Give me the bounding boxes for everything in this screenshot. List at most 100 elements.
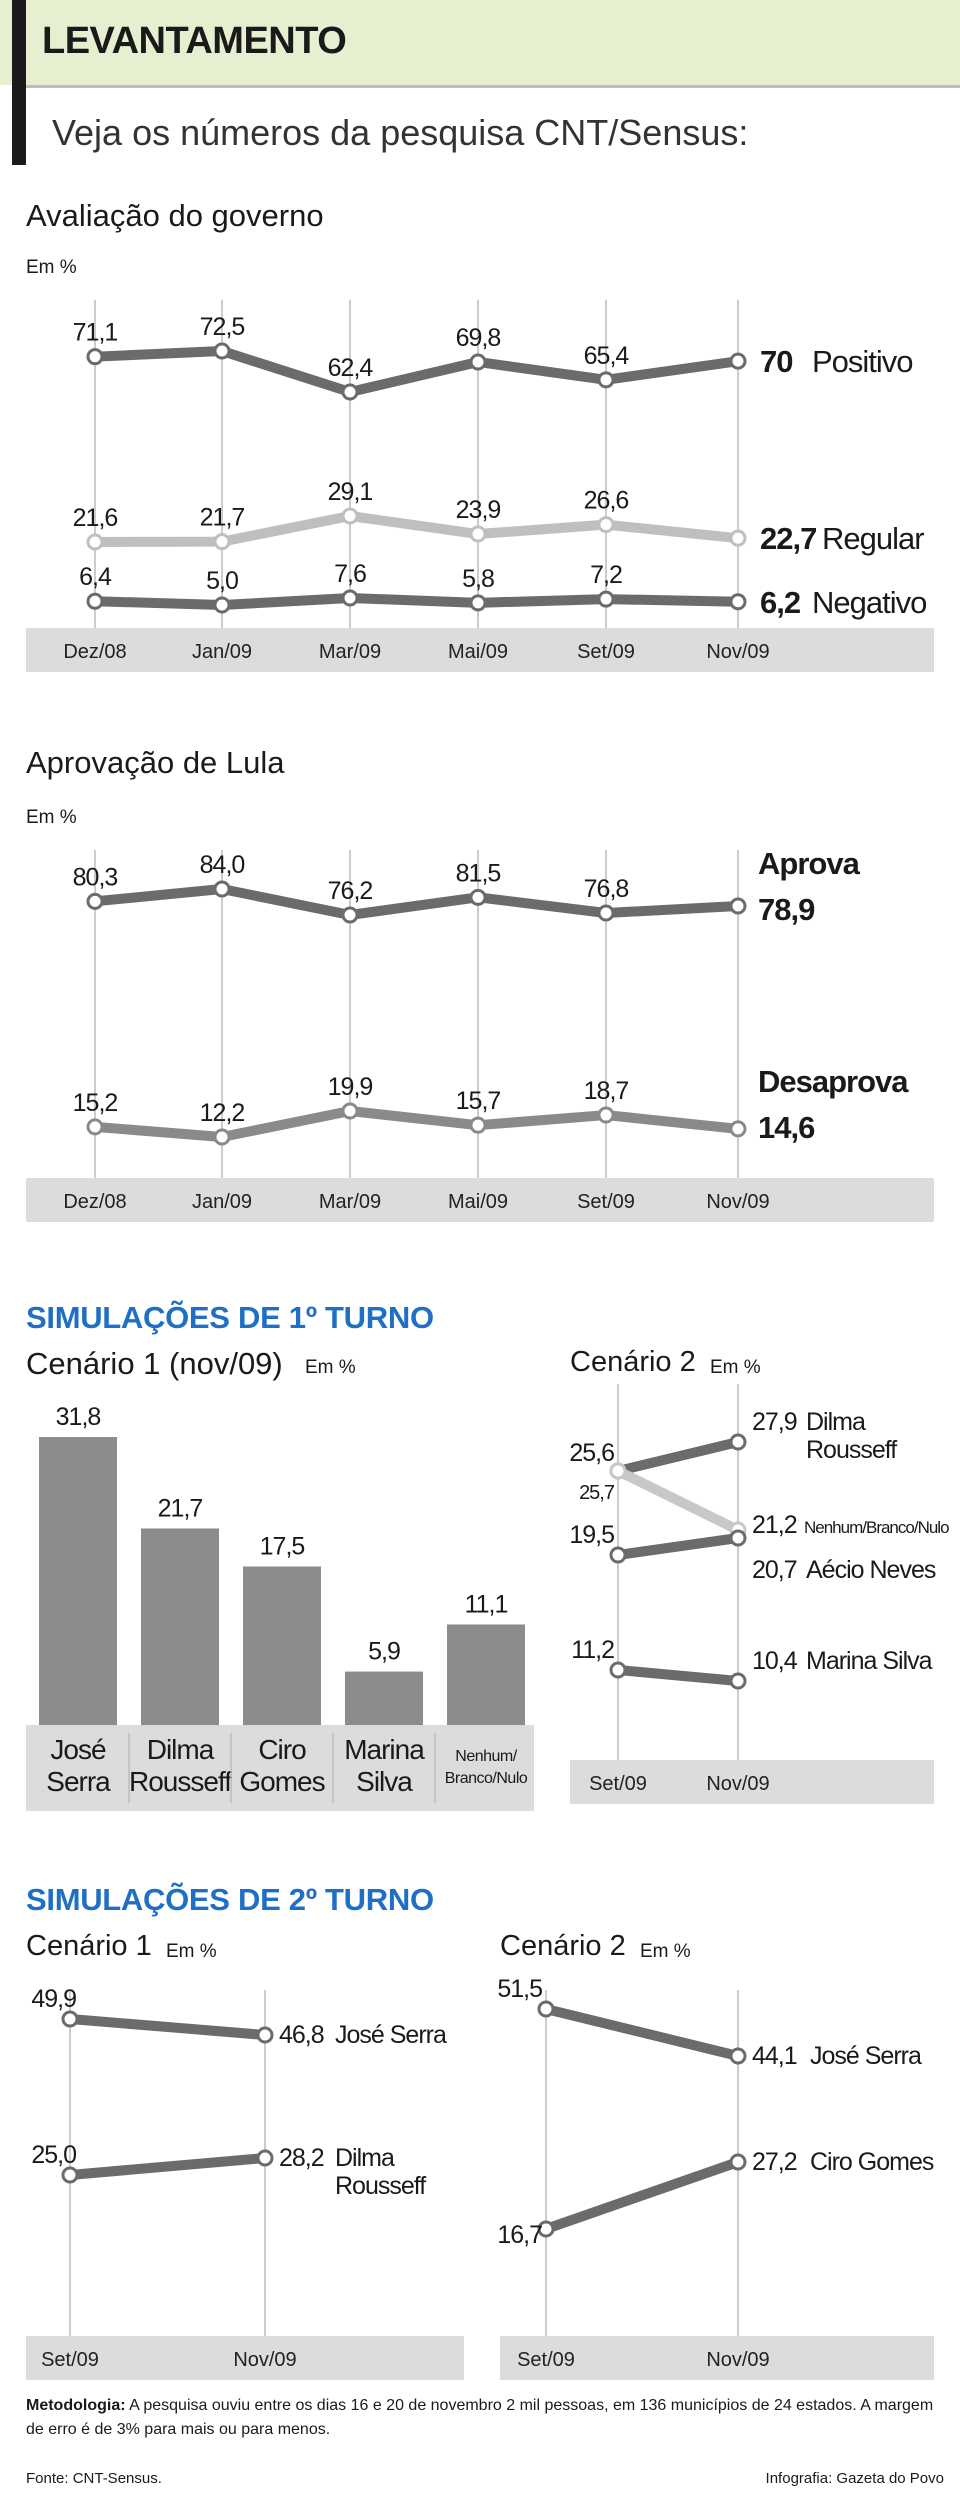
x-tick-avaliacao-4: Set/09 bbox=[577, 641, 635, 663]
series-name-turno2_c1-1-line-1: Rousseff bbox=[335, 2172, 426, 2200]
data-point-avaliacao-2-0 bbox=[86, 592, 104, 610]
page-subtitle: Veja os números da pesquisa CNT/Sensus: bbox=[52, 112, 749, 153]
data-point-avaliacao-2-3 bbox=[469, 594, 487, 612]
data-label-aprovacao-0-0: 80,3 bbox=[73, 863, 118, 891]
bar-2 bbox=[243, 1566, 321, 1725]
data-point-avaliacao-2-2 bbox=[341, 589, 359, 607]
data-label-turno2_c2-0-1: 44,1 bbox=[752, 2042, 797, 2070]
page-title: LEVANTAMENTO bbox=[42, 20, 347, 62]
data-label-avaliacao-2-2: 7,6 bbox=[334, 560, 366, 588]
series-name-turno2_c2-1-line-0: Ciro Gomes bbox=[810, 2148, 934, 2176]
data-point-avaliacao-0-0 bbox=[86, 348, 104, 366]
data-point-avaliacao-1-1 bbox=[213, 533, 231, 551]
data-point-turno1_c2-0-1 bbox=[729, 1433, 747, 1451]
axis-band-avaliacao bbox=[26, 628, 934, 672]
data-point-avaliacao-2-4 bbox=[597, 590, 615, 608]
series-name-turno2_c2-0-line-0: José Serra bbox=[810, 2042, 922, 2070]
data-point-avaliacao-0-5 bbox=[729, 352, 747, 370]
data-label-turno2_c1-0-0: 49,9 bbox=[31, 1985, 76, 2013]
data-point-avaliacao-1-2 bbox=[341, 507, 359, 525]
unit-label-turno2-c1: Em % bbox=[166, 1941, 217, 1962]
data-point-avaliacao-1-0 bbox=[86, 533, 104, 551]
bar-value-2: 17,5 bbox=[260, 1533, 305, 1561]
data-label-avaliacao-0-0: 71,1 bbox=[73, 319, 118, 347]
series-line-turno2_c1-1 bbox=[65, 2153, 270, 2180]
series-name-turno2_c1-0-line-0: José Serra bbox=[335, 2021, 447, 2049]
data-label-aprovacao-1-3: 15,7 bbox=[456, 1087, 501, 1115]
data-point-turno2_c2-0-0 bbox=[537, 2000, 555, 2018]
methodology-text: A pesquisa ouviu entre os dias 16 e 20 d… bbox=[26, 2397, 934, 2438]
data-label-avaliacao-1-end: 22,7 bbox=[760, 521, 816, 556]
data-label-aprovacao-0-end: 78,9 bbox=[758, 892, 815, 927]
data-label-turno2_c1-1-1: 28,2 bbox=[279, 2144, 324, 2172]
data-point-avaliacao-1-3 bbox=[469, 525, 487, 543]
data-point-avaliacao-2-5 bbox=[729, 593, 747, 611]
data-label-aprovacao-1-1: 12,2 bbox=[200, 1099, 245, 1127]
data-label-aprovacao-0-3: 81,5 bbox=[456, 859, 501, 887]
data-label-turno2_c1-1-0: 25,0 bbox=[31, 2141, 76, 2169]
methodology-label: Metodologia: bbox=[26, 2397, 126, 2414]
data-label-avaliacao-1-2: 29,1 bbox=[328, 478, 373, 506]
data-label-turno1_c2-2-0: 19,5 bbox=[569, 1521, 614, 1549]
data-point-aprovacao-1-5 bbox=[729, 1120, 747, 1138]
data-point-aprovacao-0-0 bbox=[86, 892, 104, 910]
data-point-aprovacao-0-3 bbox=[469, 888, 487, 906]
unit-label-avaliacao: Em % bbox=[26, 257, 77, 278]
bar-value-0: 31,8 bbox=[56, 1403, 101, 1431]
data-label-avaliacao-1-3: 23,9 bbox=[456, 496, 501, 524]
bar-category-2-line-1: Gomes bbox=[239, 1766, 324, 1797]
data-point-aprovacao-1-3 bbox=[469, 1116, 487, 1134]
data-point-aprovacao-0-1 bbox=[213, 880, 231, 898]
bar-category-0-line-1: Serra bbox=[46, 1766, 111, 1797]
series-line-avaliacao-0 bbox=[90, 346, 743, 397]
data-point-avaliacao-0-3 bbox=[469, 353, 487, 371]
data-point-turno1_c2-3-0 bbox=[609, 1661, 627, 1679]
series-name-aprovacao-0: Aprova bbox=[758, 846, 861, 881]
axis-band-turno2_c1 bbox=[26, 2336, 464, 2380]
x-tick-turno2_c2-1: Nov/09 bbox=[706, 2349, 769, 2371]
series-line-turno1_c2-1 bbox=[613, 1466, 743, 1535]
chart-title-turno2-c1: Cenário 1 bbox=[26, 1930, 152, 1962]
data-point-turno2_c1-1-0 bbox=[61, 2166, 79, 2184]
data-label-turno2_c2-1-1: 27,2 bbox=[752, 2148, 797, 2176]
data-point-turno1_c2-2-1 bbox=[729, 1529, 747, 1547]
source-credit: Fonte: CNT-Sensus. bbox=[26, 2470, 162, 2487]
series-line-turno2_c2-0 bbox=[541, 2004, 743, 2061]
data-point-avaliacao-0-1 bbox=[213, 342, 231, 360]
unit-label-turno1-c1: Em % bbox=[305, 1357, 356, 1378]
bar-category-4-line-1: Branco/Nulo bbox=[445, 1770, 528, 1787]
bar-value-4: 11,1 bbox=[465, 1590, 508, 1618]
data-label-avaliacao-2-4: 7,2 bbox=[590, 561, 622, 589]
data-label-aprovacao-0-2: 76,2 bbox=[328, 877, 373, 905]
bar-category-0-line-0: José bbox=[50, 1734, 106, 1765]
x-tick-avaliacao-0: Dez/08 bbox=[63, 641, 126, 663]
data-point-avaliacao-1-4 bbox=[597, 516, 615, 534]
x-tick-avaliacao-2: Mar/09 bbox=[319, 641, 381, 663]
x-tick-turno1_c2-0: Set/09 bbox=[589, 1773, 647, 1795]
series-name-turno2_c1-1-line-0: Dilma bbox=[335, 2144, 395, 2172]
series-line-avaliacao-2 bbox=[90, 593, 743, 610]
chart-title-turno2-c2: Cenário 2 bbox=[500, 1930, 626, 1962]
data-point-turno1_c2-1-0 bbox=[609, 1462, 627, 1480]
data-point-avaliacao-0-4 bbox=[597, 371, 615, 389]
chart-title-aprovacao: Aprovação de Lula bbox=[26, 745, 285, 780]
series-line-aprovacao-1 bbox=[90, 1106, 743, 1142]
bar-category-1-line-0: Dilma bbox=[147, 1734, 215, 1765]
data-label-avaliacao-1-0: 21,6 bbox=[73, 504, 118, 532]
series-line-aprovacao-0 bbox=[90, 884, 743, 920]
header-band bbox=[0, 0, 960, 85]
x-tick-turno2_c1-0: Set/09 bbox=[41, 2349, 99, 2371]
series-name-turno1_c2-0-line-1: Rousseff bbox=[806, 1436, 897, 1464]
data-label-turno2_c2-1-0: 16,7 bbox=[497, 2221, 542, 2249]
x-tick-aprovacao-0: Dez/08 bbox=[63, 1191, 126, 1213]
data-point-aprovacao-1-2 bbox=[341, 1102, 359, 1120]
data-label-aprovacao-1-end: 14,6 bbox=[758, 1110, 815, 1145]
unit-label-turno2-c2: Em % bbox=[640, 1941, 691, 1962]
data-label-aprovacao-0-4: 76,8 bbox=[584, 875, 629, 903]
series-name-turno1_c2-3-line-0: Marina Silva bbox=[806, 1647, 933, 1675]
axis-band-aprovacao bbox=[26, 1178, 934, 1222]
data-label-turno1_c2-0-1: 27,9 bbox=[752, 1408, 797, 1436]
bar-0 bbox=[39, 1437, 117, 1725]
data-label-turno2_c2-0-0: 51,5 bbox=[497, 1975, 542, 2003]
